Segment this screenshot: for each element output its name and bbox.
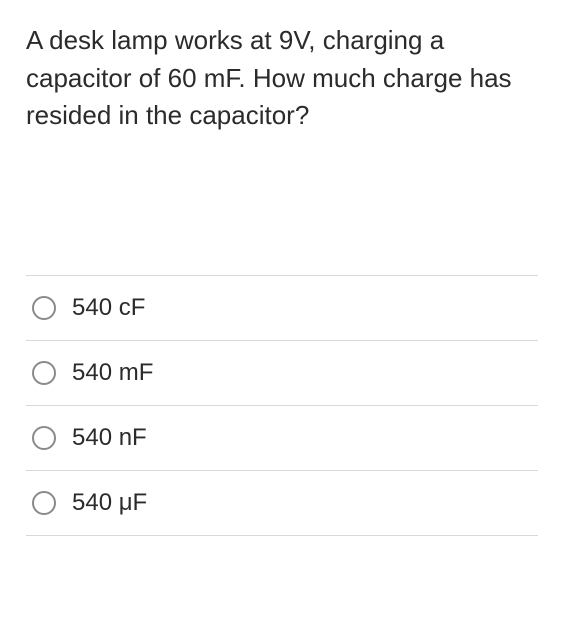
option-row[interactable]: 540 mF xyxy=(26,340,538,405)
radio-icon[interactable] xyxy=(32,296,56,320)
option-label: 540 cF xyxy=(72,294,145,322)
radio-icon[interactable] xyxy=(32,361,56,385)
radio-icon[interactable] xyxy=(32,426,56,450)
question-text: A desk lamp works at 9V, charging a capa… xyxy=(26,22,538,135)
option-label: 540 mF xyxy=(72,359,153,387)
option-row[interactable]: 540 cF xyxy=(26,275,538,340)
option-row[interactable]: 540 nF xyxy=(26,405,538,470)
option-row[interactable]: 540 μF xyxy=(26,470,538,536)
options-list: 540 cF 540 mF 540 nF 540 μF xyxy=(26,275,538,536)
option-label: 540 μF xyxy=(72,489,147,517)
option-label: 540 nF xyxy=(72,424,147,452)
radio-icon[interactable] xyxy=(32,491,56,515)
